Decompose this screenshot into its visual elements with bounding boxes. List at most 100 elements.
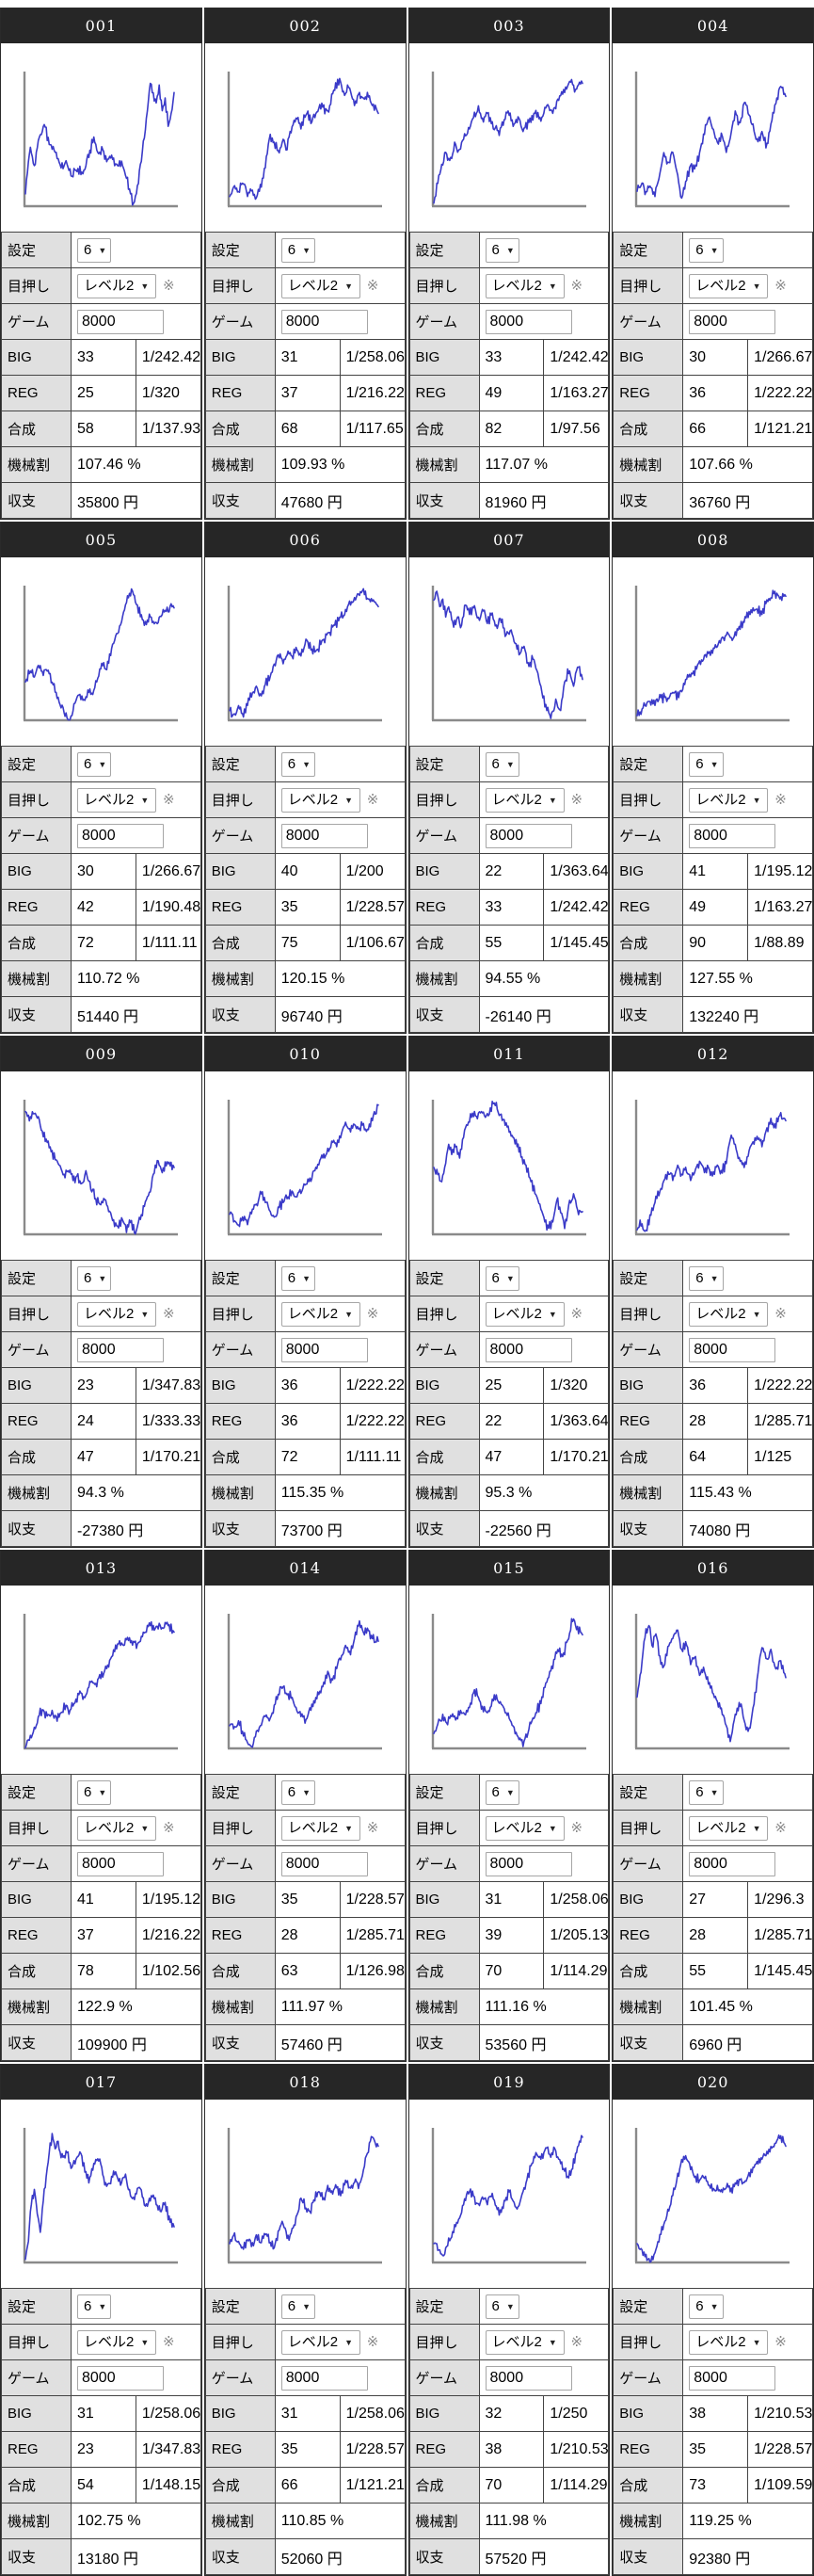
mezashi-level-select[interactable]: レベル2 ▼: [689, 2329, 769, 2355]
table-row-big: BIG 25 1/320: [408, 1367, 610, 1404]
mezashi-level-select[interactable]: レベル2 ▼: [77, 1301, 156, 1327]
setting-select[interactable]: 6 ▼: [280, 2294, 316, 2319]
mezashi-level-select[interactable]: レベル2 ▼: [280, 1815, 360, 1841]
mezashi-level-select[interactable]: レベル2 ▼: [280, 787, 360, 813]
table-row-big: BIG 31 1/258.06: [1, 2395, 201, 2432]
dropdown-arrow-icon: ▼: [548, 281, 557, 291]
setting-select[interactable]: 6 ▼: [485, 1265, 519, 1291]
mezashi-label: 目押し: [408, 1810, 480, 1846]
setting-select[interactable]: 6 ▼: [485, 237, 519, 263]
result-panel: 020 設定 6 ▼ 目押し レベル2 ▼ ※: [612, 2064, 814, 2576]
setting-label: 設定: [204, 746, 276, 782]
games-input[interactable]: [77, 1337, 164, 1362]
composite-label: 合成: [1, 1953, 72, 1989]
reg-rate: 1/210.53: [543, 2431, 610, 2468]
composite-rate: 1/106.67: [339, 925, 406, 961]
reg-count: 28: [682, 1403, 749, 1440]
games-input[interactable]: [485, 1851, 572, 1876]
setting-select[interactable]: 6 ▼: [485, 2294, 519, 2319]
games-input[interactable]: [77, 309, 164, 334]
mezashi-level-select[interactable]: レベル2 ▼: [689, 1815, 769, 1841]
games-input[interactable]: [485, 823, 572, 848]
composite-count: 55: [478, 925, 545, 961]
line-chart: [227, 586, 382, 722]
setting-select[interactable]: 6 ▼: [77, 1265, 112, 1291]
chart-axes: [635, 1100, 790, 1236]
games-input[interactable]: [77, 1851, 164, 1876]
mezashi-level-select[interactable]: レベル2 ▼: [77, 1815, 156, 1841]
setting-select[interactable]: 6 ▼: [280, 1265, 316, 1291]
mezashi-select-value: レベル2: [695, 1305, 746, 1322]
setting-select[interactable]: 6 ▼: [689, 751, 724, 777]
games-input[interactable]: [689, 2365, 776, 2391]
games-input[interactable]: [280, 823, 368, 848]
table-row-games: ゲーム: [204, 1331, 406, 1368]
mezashi-level-select[interactable]: レベル2 ▼: [77, 2329, 156, 2355]
mezashi-level-select[interactable]: レベル2 ▼: [485, 2329, 565, 2355]
setting-select[interactable]: 6 ▼: [77, 751, 112, 777]
payout-rate-label: 機械割: [1, 960, 72, 997]
mezashi-level-select[interactable]: レベル2 ▼: [485, 787, 565, 813]
setting-select-value: 6: [491, 755, 500, 772]
games-input[interactable]: [77, 823, 164, 848]
games-input[interactable]: [280, 309, 368, 334]
setting-select[interactable]: 6 ▼: [77, 2294, 112, 2319]
games-input[interactable]: [689, 823, 776, 848]
games-input[interactable]: [485, 309, 572, 334]
composite-count: 78: [71, 1953, 136, 1989]
setting-select[interactable]: 6 ▼: [280, 237, 316, 263]
setting-select[interactable]: 6 ▼: [280, 751, 316, 777]
mezashi-level-select[interactable]: レベル2 ▼: [77, 273, 156, 298]
games-input[interactable]: [280, 2365, 368, 2391]
table-row-games: ゲーム: [204, 1845, 406, 1882]
dropdown-arrow-icon: ▼: [344, 2337, 354, 2347]
payout-rate-value: 107.66 %: [682, 446, 813, 483]
mezashi-level-select[interactable]: レベル2 ▼: [77, 787, 156, 813]
mezashi-level-select[interactable]: レベル2 ▼: [280, 273, 360, 298]
note-mark: ※: [570, 1819, 583, 1836]
setting-select[interactable]: 6 ▼: [689, 2294, 724, 2319]
games-input[interactable]: [689, 309, 776, 334]
big-count: 33: [478, 339, 545, 376]
mezashi-level-select[interactable]: レベル2 ▼: [689, 1301, 769, 1327]
table-row-mezashi: 目押し レベル2 ▼ ※: [408, 267, 610, 304]
games-input[interactable]: [280, 1851, 368, 1876]
games-cell: [71, 2359, 201, 2396]
games-input[interactable]: [689, 1337, 776, 1362]
mezashi-level-select[interactable]: レベル2 ▼: [689, 787, 769, 813]
table-row-setting: 設定 6 ▼: [1, 232, 201, 268]
composite-label: 合成: [613, 1439, 684, 1475]
setting-select[interactable]: 6 ▼: [77, 1779, 112, 1805]
setting-select[interactable]: 6 ▼: [689, 237, 724, 263]
table-row-setting: 設定 6 ▼: [1, 1260, 201, 1296]
line-chart: [635, 2128, 790, 2264]
mezashi-level-select[interactable]: レベル2 ▼: [485, 1815, 565, 1841]
games-input[interactable]: [280, 1337, 368, 1362]
games-label: ゲーム: [1, 303, 72, 340]
composite-rate: 1/125: [747, 1439, 813, 1475]
mezashi-level-select[interactable]: レベル2 ▼: [689, 273, 769, 298]
games-input[interactable]: [77, 2365, 164, 2391]
balance-value: 36760 円: [682, 482, 813, 519]
games-input[interactable]: [689, 1851, 776, 1876]
chart-line: [24, 82, 175, 206]
mezashi-level-select[interactable]: レベル2 ▼: [485, 273, 565, 298]
games-input[interactable]: [485, 1337, 572, 1362]
reg-count: 38: [478, 2431, 545, 2468]
reg-rate: 1/228.57: [747, 2431, 813, 2468]
mezashi-level-select[interactable]: レベル2 ▼: [485, 1301, 565, 1327]
setting-select[interactable]: 6 ▼: [485, 1779, 519, 1805]
mezashi-level-select[interactable]: レベル2 ▼: [280, 1301, 360, 1327]
setting-select[interactable]: 6 ▼: [280, 1779, 316, 1805]
reg-count: 35: [274, 889, 341, 926]
note-mark: ※: [774, 277, 787, 294]
mezashi-level-select[interactable]: レベル2 ▼: [280, 2329, 360, 2355]
setting-select[interactable]: 6 ▼: [77, 237, 112, 263]
setting-select[interactable]: 6 ▼: [689, 1265, 724, 1291]
chart-line: [432, 1618, 583, 1747]
games-input[interactable]: [485, 2365, 572, 2391]
setting-cell: 6 ▼: [274, 1260, 406, 1296]
table-row-reg: REG 35 1/228.57: [613, 2431, 813, 2468]
setting-select[interactable]: 6 ▼: [689, 1779, 724, 1805]
setting-select[interactable]: 6 ▼: [485, 751, 519, 777]
